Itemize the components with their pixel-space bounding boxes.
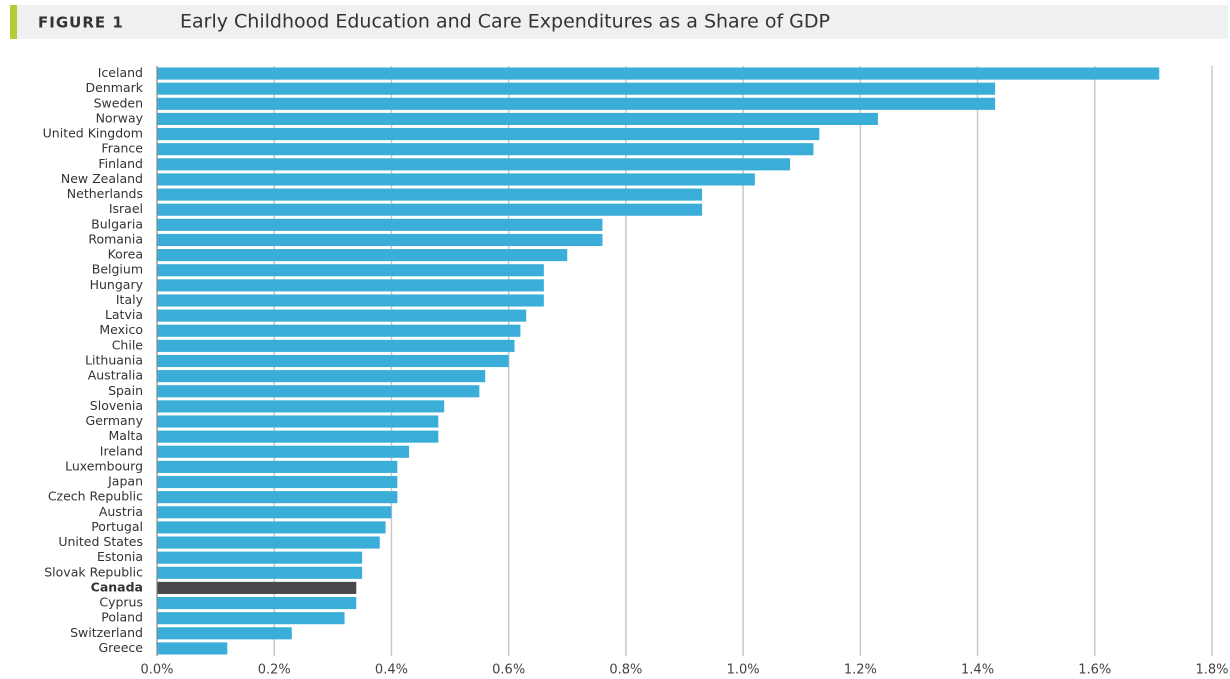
x-tick-label: 0.0% <box>140 663 173 678</box>
bar <box>157 430 439 443</box>
header-accent <box>10 5 17 39</box>
bar <box>157 581 357 594</box>
y-tick-label: Greece <box>99 640 144 655</box>
y-tick-label: Japan <box>107 474 143 489</box>
bar <box>157 309 527 322</box>
x-tick-label: 0.4% <box>375 663 408 678</box>
y-tick-label: Belgium <box>92 262 143 277</box>
y-tick-label: Poland <box>101 610 143 625</box>
x-tick-label: 0.6% <box>492 663 525 678</box>
y-tick-label: Germany <box>86 413 144 428</box>
bar <box>157 188 703 201</box>
y-tick-label: Austria <box>99 504 143 519</box>
y-tick-label: Ireland <box>100 443 143 458</box>
bar <box>157 173 755 186</box>
y-tick-label: Spain <box>108 383 143 398</box>
y-tick-label: Mexico <box>99 322 143 337</box>
bar <box>157 597 357 610</box>
y-tick-label: Estonia <box>97 549 143 564</box>
y-tick-label: Sweden <box>94 95 143 110</box>
bar <box>157 612 345 625</box>
bar <box>157 642 228 655</box>
y-tick-label: Malta <box>109 428 143 443</box>
y-tick-label: United Kingdom <box>43 126 143 141</box>
bar <box>157 128 820 141</box>
bar <box>157 82 996 95</box>
bar <box>157 112 878 125</box>
bar <box>157 67 1160 80</box>
bar <box>157 233 603 247</box>
figure-label: FIGURE 1 <box>38 14 124 32</box>
bar <box>157 475 398 489</box>
bar <box>157 158 790 171</box>
y-tick-label: Luxembourg <box>65 458 143 473</box>
y-tick-label: Canada <box>91 579 143 594</box>
y-tick-label: Bulgaria <box>91 216 143 231</box>
y-tick-label: Switzerland <box>70 625 143 640</box>
y-tick-label: Denmark <box>86 80 144 95</box>
y-tick-label: Lithuania <box>85 353 143 368</box>
bar <box>157 415 439 428</box>
y-tick-label: Norway <box>96 110 144 125</box>
y-tick-label: Netherlands <box>67 186 143 201</box>
y-tick-label: Slovenia <box>90 398 143 413</box>
y-tick-label: Korea <box>108 247 143 262</box>
y-tick-label: Australia <box>88 368 143 383</box>
x-tick-label: 0.8% <box>609 663 642 678</box>
bar <box>157 203 703 216</box>
y-tick-label: Latvia <box>105 307 143 322</box>
bar <box>157 370 486 383</box>
y-tick-label: Czech Republic <box>48 489 143 504</box>
bar <box>157 566 363 579</box>
y-tick-label: Italy <box>116 292 144 307</box>
y-tick-label: Portugal <box>91 519 143 534</box>
bar <box>157 97 996 110</box>
bar <box>157 460 398 473</box>
y-tick-label: Iceland <box>98 65 143 80</box>
bar <box>157 143 814 156</box>
bar <box>157 536 380 549</box>
bar <box>157 249 568 262</box>
header-band <box>10 5 1228 39</box>
chart-title: Early Childhood Education and Care Expen… <box>180 11 830 33</box>
bar <box>157 354 509 368</box>
x-tick-label: 0.2% <box>258 663 291 678</box>
bar <box>157 218 603 231</box>
bar <box>157 506 392 519</box>
bar <box>157 294 544 307</box>
y-tick-label: Cyprus <box>99 595 143 610</box>
y-tick-label: New Zealand <box>61 171 143 186</box>
bar <box>157 264 544 277</box>
y-tick-label: Finland <box>98 156 143 171</box>
bar <box>157 521 386 534</box>
bar <box>157 279 544 292</box>
bar <box>157 627 292 640</box>
x-tick-label: 1.2% <box>844 663 877 678</box>
y-tick-label: Chile <box>112 337 144 352</box>
bar <box>157 551 363 564</box>
x-tick-label: 1.6% <box>1078 663 1111 678</box>
bar <box>157 324 521 337</box>
y-tick-label: United States <box>58 534 143 549</box>
bar <box>157 400 445 413</box>
bar <box>157 445 410 458</box>
y-tick-label: Hungary <box>90 277 144 292</box>
x-tick-label: 1.8% <box>1195 663 1228 678</box>
bar <box>157 339 515 352</box>
x-tick-label: 1.0% <box>727 663 760 678</box>
y-tick-label: Israel <box>109 201 143 216</box>
y-tick-label: France <box>101 141 143 156</box>
x-tick-label: 1.4% <box>961 663 994 678</box>
bar <box>157 385 480 398</box>
bar <box>157 491 398 504</box>
y-tick-label: Slovak Republic <box>44 564 143 579</box>
y-tick-label: Romania <box>88 231 143 246</box>
